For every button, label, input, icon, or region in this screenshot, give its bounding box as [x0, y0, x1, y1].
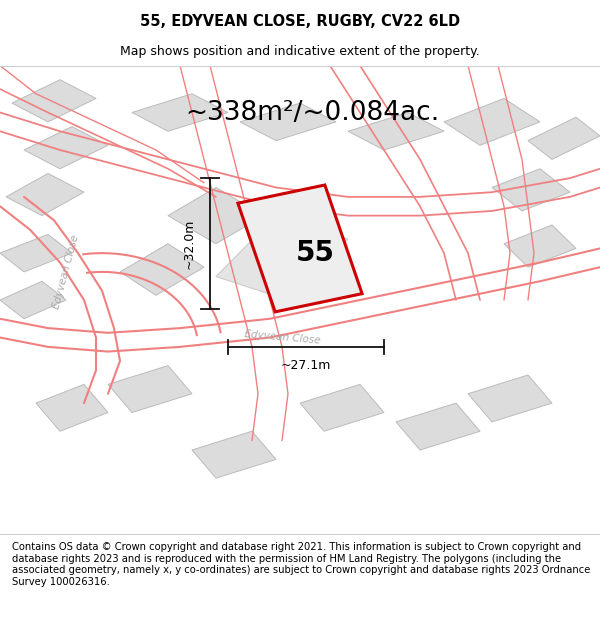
Polygon shape: [216, 216, 348, 300]
Polygon shape: [120, 244, 204, 295]
Polygon shape: [6, 173, 84, 216]
Polygon shape: [528, 118, 600, 159]
Text: ~338m²/~0.084ac.: ~338m²/~0.084ac.: [185, 99, 439, 126]
Polygon shape: [468, 375, 552, 422]
Polygon shape: [238, 185, 362, 312]
Polygon shape: [24, 126, 108, 169]
Text: Map shows position and indicative extent of the property.: Map shows position and indicative extent…: [120, 44, 480, 58]
Text: Contains OS data © Crown copyright and database right 2021. This information is : Contains OS data © Crown copyright and d…: [12, 542, 590, 587]
Polygon shape: [12, 79, 96, 122]
Polygon shape: [0, 234, 72, 272]
Polygon shape: [36, 384, 108, 431]
Polygon shape: [492, 169, 570, 211]
Polygon shape: [444, 98, 540, 145]
Polygon shape: [504, 225, 576, 268]
Text: Edyvean Close: Edyvean Close: [52, 234, 80, 310]
Polygon shape: [108, 366, 192, 413]
Text: ~27.1m: ~27.1m: [281, 359, 331, 372]
Polygon shape: [168, 188, 264, 244]
Polygon shape: [0, 281, 66, 319]
Text: ~32.0m: ~32.0m: [182, 219, 196, 269]
Text: Edyvean Close: Edyvean Close: [244, 329, 320, 346]
Polygon shape: [192, 431, 276, 478]
Polygon shape: [132, 94, 228, 131]
Polygon shape: [396, 403, 480, 450]
Polygon shape: [240, 103, 336, 141]
Text: 55, EDYVEAN CLOSE, RUGBY, CV22 6LD: 55, EDYVEAN CLOSE, RUGBY, CV22 6LD: [140, 14, 460, 29]
Text: 55: 55: [296, 239, 335, 267]
Polygon shape: [300, 384, 384, 431]
Polygon shape: [348, 112, 444, 150]
